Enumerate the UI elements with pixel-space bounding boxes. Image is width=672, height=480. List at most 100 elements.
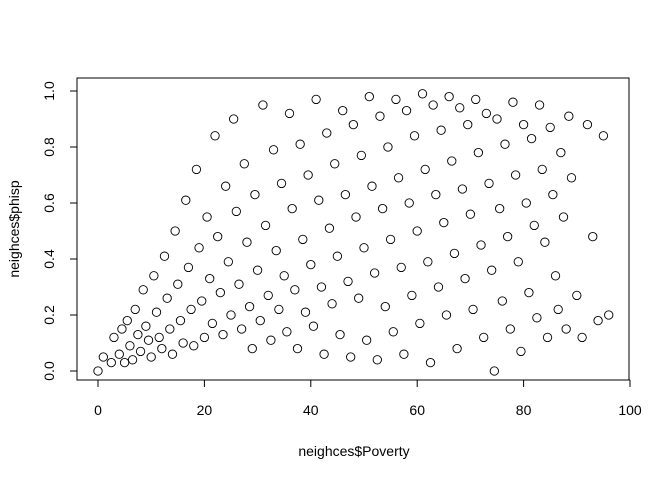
data-point [119, 357, 130, 368]
data-point [415, 318, 425, 329]
data-point [537, 164, 547, 175]
data-point [516, 346, 526, 357]
data-point [127, 355, 138, 365]
data-point [481, 108, 492, 119]
data-point [114, 349, 124, 359]
data-point [303, 170, 313, 180]
data-point [524, 287, 534, 298]
data-point [215, 287, 226, 298]
data-point [431, 189, 441, 200]
data-point [330, 159, 340, 169]
data-point [604, 310, 614, 320]
x-tick-label: 0 [94, 402, 102, 418]
data-point [433, 282, 444, 292]
data-point [582, 119, 593, 130]
data-point [497, 296, 507, 306]
data-point [314, 195, 324, 205]
data-point [463, 119, 473, 130]
data-point [343, 276, 353, 287]
data-point [242, 237, 252, 247]
point-layer [93, 89, 614, 376]
data-point [542, 332, 553, 343]
data-point [234, 279, 244, 289]
data-point [518, 119, 529, 130]
data-point [444, 91, 454, 102]
data-point [351, 212, 361, 222]
data-point [250, 189, 260, 200]
data-point [271, 245, 281, 256]
data-point [468, 304, 478, 315]
data-point [455, 103, 465, 113]
data-point [540, 237, 550, 247]
data-point [489, 366, 499, 376]
x-axis-label: neighces$Poverty [298, 443, 409, 459]
data-point [319, 349, 329, 359]
data-point [364, 91, 374, 102]
data-point [572, 290, 582, 301]
data-point [598, 131, 609, 141]
data-point [263, 290, 273, 301]
data-point [492, 114, 502, 124]
data-point [383, 142, 393, 152]
data-point [457, 184, 468, 194]
x-tick-label: 40 [303, 402, 319, 418]
data-point [404, 198, 414, 208]
data-point [508, 97, 518, 107]
data-point [534, 100, 545, 110]
data-point [340, 189, 351, 200]
y-tick-label: 0.0 [41, 361, 57, 381]
data-point [276, 178, 287, 189]
data-point [409, 131, 420, 141]
data-point [252, 265, 263, 275]
data-point [93, 366, 103, 376]
data-point [372, 355, 382, 365]
data-point [138, 285, 148, 295]
data-point [189, 341, 199, 351]
data-point [210, 131, 220, 141]
data-point [420, 164, 430, 175]
data-point [268, 145, 279, 155]
data-point [545, 122, 555, 133]
data-point [396, 262, 406, 273]
data-point [205, 273, 215, 284]
data-point [399, 349, 409, 359]
data-point [510, 170, 521, 180]
data-point [561, 324, 571, 334]
data-point [425, 357, 436, 368]
data-point [577, 332, 587, 343]
data-point [558, 212, 569, 222]
data-point [125, 341, 135, 351]
x-axis: 0 20 40 60 80 100 [94, 379, 642, 418]
y-axis-label: neighces$phisp [6, 180, 22, 278]
x-tick-label: 20 [197, 402, 213, 418]
data-point [311, 94, 321, 105]
data-point [441, 310, 452, 320]
data-point [247, 343, 257, 354]
data-point [428, 100, 438, 110]
data-point [236, 324, 247, 334]
data-point [335, 329, 345, 340]
data-point [354, 293, 364, 303]
data-point [473, 147, 484, 158]
data-point [348, 119, 359, 130]
y-tick-label: 1.0 [41, 81, 57, 101]
data-point [178, 338, 188, 348]
y-tick-label: 0.8 [41, 137, 57, 157]
data-point [133, 329, 143, 340]
y-tick-label: 0.4 [41, 249, 57, 269]
data-point [130, 304, 140, 315]
data-point [143, 335, 154, 345]
data-point [106, 357, 116, 368]
data-point [122, 315, 132, 326]
data-point [487, 265, 497, 275]
data-point [369, 268, 380, 278]
data-point [298, 234, 308, 245]
data-point [165, 324, 175, 334]
data-point [327, 299, 337, 309]
data-point [322, 128, 332, 138]
data-point [244, 301, 255, 312]
data-point [356, 150, 366, 161]
data-point [393, 173, 404, 183]
data-point [417, 89, 428, 99]
data-point [308, 321, 319, 331]
